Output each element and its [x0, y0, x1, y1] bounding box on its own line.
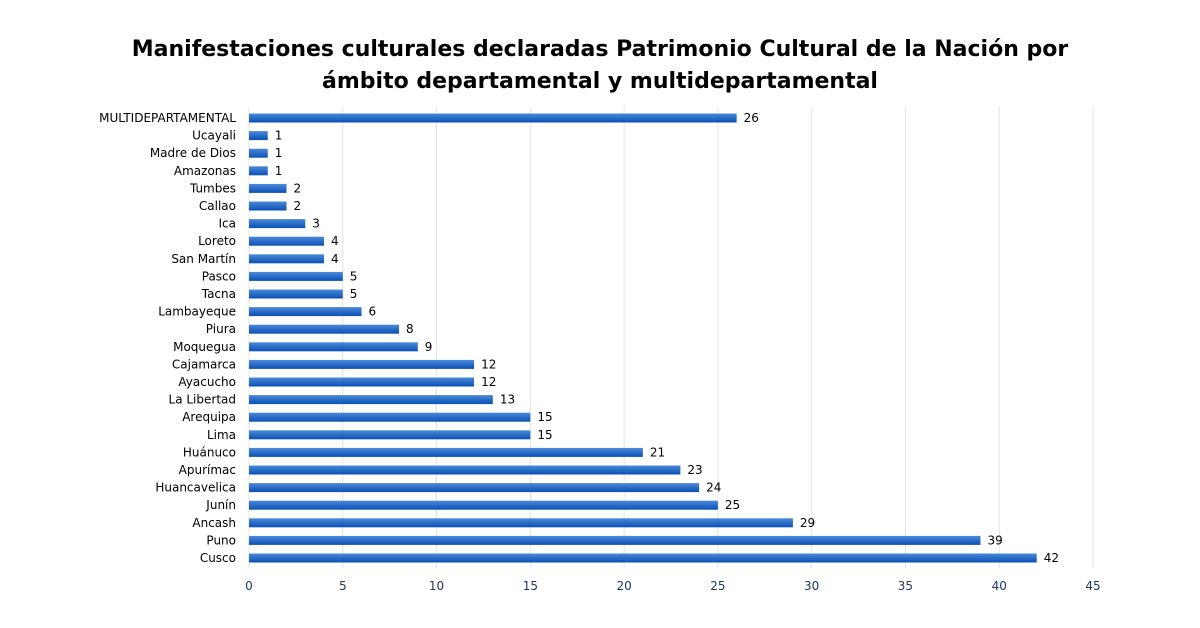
data-label: 2 — [294, 181, 302, 195]
data-label: 42 — [1044, 551, 1059, 565]
category-label: MULTIDEPARTAMENTAL — [99, 111, 236, 125]
bar — [249, 412, 531, 422]
category-label: Moquegua — [173, 340, 236, 354]
data-label: 21 — [650, 445, 665, 459]
x-tick-label: 30 — [804, 579, 819, 593]
data-label: 15 — [537, 410, 552, 424]
data-label: 1 — [275, 146, 283, 160]
x-tick-label: 45 — [1085, 579, 1100, 593]
category-label: Piura — [206, 322, 236, 336]
chart-title-line-2: ámbito departamental y multidepartamenta… — [322, 69, 878, 94]
bar — [249, 113, 737, 123]
data-label: 13 — [500, 393, 515, 407]
bar — [249, 201, 287, 211]
category-label: Cajamarca — [172, 357, 236, 371]
category-label: Loreto — [198, 234, 236, 248]
x-tick-label: 35 — [898, 579, 913, 593]
category-label: Apurímac — [179, 463, 236, 477]
bar — [249, 148, 268, 158]
category-label: San Martín — [171, 252, 236, 266]
bar — [249, 447, 643, 457]
category-label: Huancavelica — [155, 481, 236, 495]
bar — [249, 500, 718, 510]
x-tick-label: 10 — [429, 579, 444, 593]
bar — [249, 465, 681, 475]
category-label: Tacna — [201, 287, 236, 301]
bar — [249, 395, 493, 405]
bar — [249, 131, 268, 141]
category-label: Huánuco — [183, 445, 236, 459]
data-label: 29 — [800, 516, 815, 530]
data-label: 25 — [725, 498, 740, 512]
data-label: 24 — [706, 481, 721, 495]
x-tick-label: 40 — [992, 579, 1007, 593]
data-label: 9 — [425, 340, 433, 354]
data-label: 4 — [331, 234, 339, 248]
bar — [249, 307, 362, 317]
bar — [249, 535, 981, 545]
data-label: 15 — [537, 428, 552, 442]
data-label: 39 — [987, 533, 1002, 547]
category-label: Junín — [205, 498, 236, 512]
data-label: 8 — [406, 322, 414, 336]
category-label: Cusco — [200, 551, 236, 565]
category-label: Arequipa — [182, 410, 236, 424]
category-label: Ancash — [192, 516, 236, 530]
data-label: 4 — [331, 252, 339, 266]
bar — [249, 289, 343, 299]
category-label: Puno — [206, 533, 236, 547]
category-label: Ayacucho — [178, 375, 236, 389]
category-label: Pasco — [202, 269, 236, 283]
x-tick-label: 25 — [710, 579, 725, 593]
bar — [249, 483, 700, 493]
bar — [249, 271, 343, 281]
bar — [249, 359, 475, 369]
data-label: 3 — [312, 217, 320, 231]
x-tick-label: 20 — [616, 579, 631, 593]
x-tick-label: 5 — [339, 579, 347, 593]
chart-title-line-1: Manifestaciones culturales declaradas Pa… — [131, 37, 1069, 62]
data-label: 1 — [275, 164, 283, 178]
chart-title: Manifestaciones culturales declaradas Pa… — [0, 34, 1200, 98]
data-label: 2 — [294, 199, 302, 213]
data-label: 5 — [350, 269, 358, 283]
data-label: 5 — [350, 287, 358, 301]
x-tick-label: 0 — [245, 579, 253, 593]
bar — [249, 553, 1037, 563]
data-label: 23 — [687, 463, 702, 477]
bar — [249, 430, 531, 440]
category-label: Tumbes — [189, 181, 236, 195]
bar — [249, 324, 400, 334]
data-label: 6 — [369, 305, 377, 319]
data-label: 12 — [481, 357, 496, 371]
bar — [249, 183, 287, 193]
bar — [249, 254, 325, 264]
category-label: Callao — [199, 199, 236, 213]
bar — [249, 166, 268, 176]
data-label: 12 — [481, 375, 496, 389]
category-label: La Libertad — [169, 393, 236, 407]
bar — [249, 219, 306, 229]
x-tick-label: 15 — [523, 579, 538, 593]
data-label: 1 — [275, 129, 283, 143]
data-label: 26 — [744, 111, 759, 125]
category-label: Ica — [219, 217, 237, 231]
category-label: Ucayali — [192, 129, 236, 143]
bar — [249, 518, 793, 528]
bar — [249, 377, 475, 387]
category-label: Lima — [207, 428, 236, 442]
category-label: Madre de Dios — [150, 146, 236, 160]
bar — [249, 342, 418, 352]
bar — [249, 236, 325, 246]
category-label: Amazonas — [174, 164, 236, 178]
category-label: Lambayeque — [158, 305, 236, 319]
